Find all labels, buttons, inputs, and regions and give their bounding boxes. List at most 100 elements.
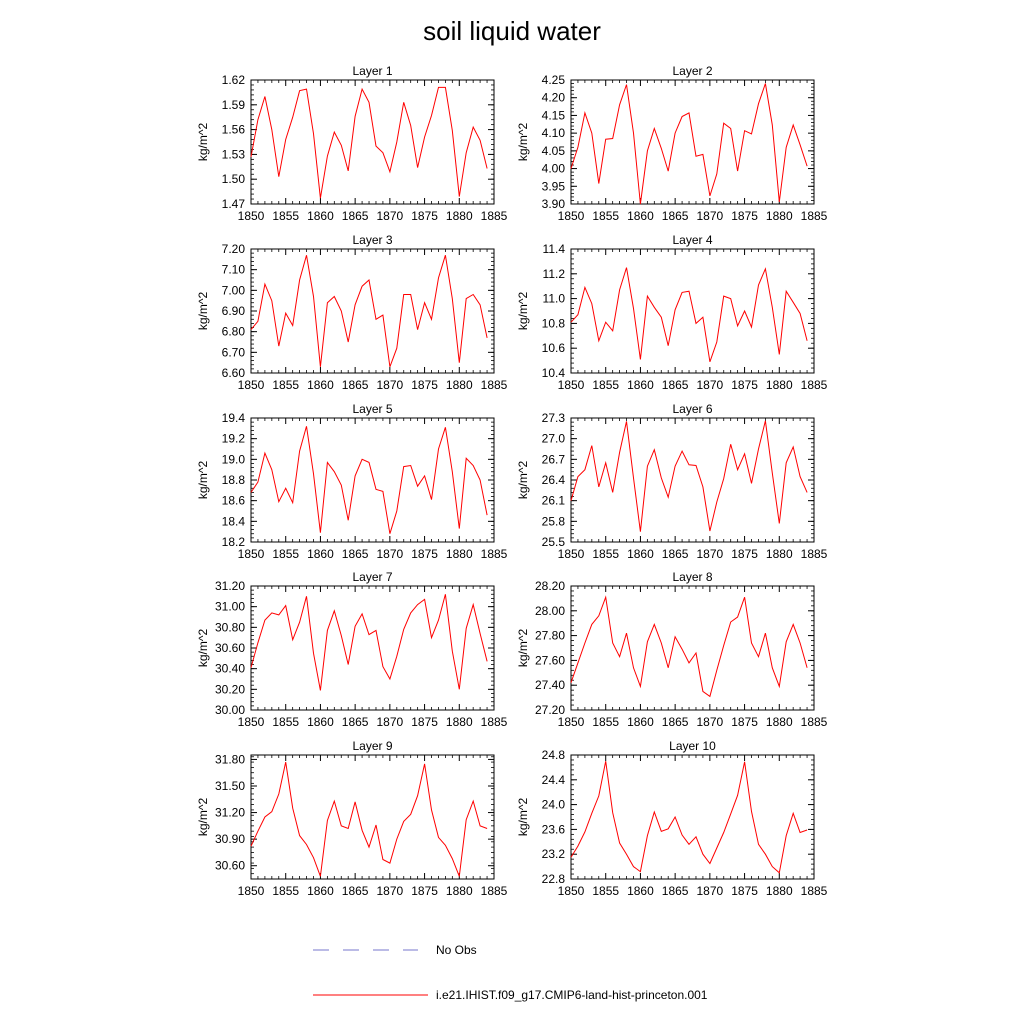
x-tick-label: 1875 bbox=[411, 547, 438, 561]
panel-5: Layer 5 1850 1855 1860 1865 1870 1875 1880 1885 1… bbox=[196, 402, 508, 561]
x-tick-label: 1880 bbox=[446, 884, 473, 898]
x-tick-label: 1885 bbox=[481, 884, 508, 898]
x-tick-label: 1875 bbox=[731, 715, 758, 729]
y-tick-label: 23.6 bbox=[542, 822, 566, 836]
y-tick-label: 31.20 bbox=[215, 579, 245, 593]
y-tick-label: 1.50 bbox=[222, 172, 246, 186]
x-tick-label: 1870 bbox=[377, 547, 404, 561]
y-tick-label: 18.6 bbox=[222, 494, 246, 508]
x-tick-label: 1880 bbox=[446, 209, 473, 223]
plot-frame bbox=[250, 417, 495, 543]
y-tick-label: 27.3 bbox=[542, 411, 566, 425]
y-tick-label: 27.80 bbox=[535, 629, 565, 643]
panel-title: Layer 7 bbox=[352, 570, 392, 584]
y-tick-label: 19.2 bbox=[222, 432, 246, 446]
x-tick-label: 1850 bbox=[238, 547, 265, 561]
x-tick-label: 1850 bbox=[238, 378, 265, 392]
panel-title: Layer 6 bbox=[672, 402, 712, 416]
y-axis-label: kg/m^2 bbox=[196, 123, 210, 162]
x-tick-label: 1855 bbox=[272, 547, 299, 561]
x-tick-label: 1880 bbox=[766, 378, 793, 392]
y-tick-label: 19.0 bbox=[222, 452, 246, 466]
x-tick-label: 1855 bbox=[272, 884, 299, 898]
series-line bbox=[570, 420, 808, 532]
x-tick-label: 1865 bbox=[342, 209, 369, 223]
x-tick-label: 1855 bbox=[592, 209, 619, 223]
y-axis-label: kg/m^2 bbox=[196, 798, 210, 837]
panel-4: Layer 4 1850 1855 1860 1865 1870 1875 1880 1885 1… bbox=[516, 233, 828, 392]
y-tick-label: 30.20 bbox=[215, 682, 245, 696]
y-tick-label: 23.2 bbox=[542, 847, 566, 861]
y-tick-label: 6.90 bbox=[222, 304, 246, 318]
x-tick-label: 1850 bbox=[238, 715, 265, 729]
panels: Layer 1 1850 1855 1860 1865 1870 1875 1880 1885 1… bbox=[196, 64, 828, 898]
series-line bbox=[570, 267, 808, 362]
panel-title: Layer 9 bbox=[352, 739, 392, 753]
y-tick-label: 28.20 bbox=[535, 579, 565, 593]
x-tick-label: 1870 bbox=[377, 378, 404, 392]
x-tick-label: 1885 bbox=[481, 378, 508, 392]
panel-7: Layer 7 1850 1855 1860 1865 1870 1875 1880 1885 3… bbox=[196, 570, 508, 729]
y-tick-label: 28.00 bbox=[535, 604, 565, 618]
x-tick-label: 1885 bbox=[801, 715, 828, 729]
y-tick-label: 25.8 bbox=[542, 514, 566, 528]
x-tick-label: 1860 bbox=[307, 884, 334, 898]
x-tick-label: 1875 bbox=[411, 884, 438, 898]
series-line bbox=[570, 761, 808, 874]
y-tick-label: 1.56 bbox=[222, 123, 246, 137]
x-tick-label: 1860 bbox=[307, 547, 334, 561]
panel-1: Layer 1 1850 1855 1860 1865 1870 1875 1880 1885 1… bbox=[196, 64, 508, 223]
y-tick-label: 7.20 bbox=[222, 242, 246, 256]
plot-frame bbox=[250, 754, 495, 880]
x-tick-label: 1860 bbox=[627, 547, 654, 561]
series-line bbox=[250, 86, 488, 199]
y-tick-label: 25.5 bbox=[542, 535, 566, 549]
panel-6: Layer 6 1850 1855 1860 1865 1870 1875 1880 1885 2… bbox=[516, 402, 828, 561]
panel-10: Layer 10 1850 1855 1860 1865 1870 1875 1880 1885… bbox=[516, 739, 828, 898]
x-tick-label: 1880 bbox=[446, 378, 473, 392]
y-tick-label: 6.60 bbox=[222, 366, 246, 380]
x-tick-label: 1855 bbox=[272, 715, 299, 729]
x-tick-label: 1870 bbox=[697, 715, 724, 729]
legend: No Obs i.e21.IHIST.f09_g17.CMIP6-land-hi… bbox=[313, 943, 708, 1002]
y-tick-label: 7.00 bbox=[222, 283, 246, 297]
series-line bbox=[570, 595, 808, 698]
y-tick-label: 27.0 bbox=[542, 432, 566, 446]
y-tick-label: 3.95 bbox=[542, 179, 566, 193]
y-axis-label: kg/m^2 bbox=[196, 461, 210, 500]
plot-frame bbox=[250, 79, 495, 205]
y-tick-label: 1.62 bbox=[222, 73, 246, 87]
x-tick-label: 1850 bbox=[558, 378, 585, 392]
x-tick-label: 1870 bbox=[697, 547, 724, 561]
x-tick-label: 1875 bbox=[731, 209, 758, 223]
y-tick-label: 27.40 bbox=[535, 678, 565, 692]
y-axis-label: kg/m^2 bbox=[516, 798, 530, 837]
y-axis-label: kg/m^2 bbox=[196, 629, 210, 668]
plot-frame bbox=[250, 585, 495, 711]
x-tick-label: 1855 bbox=[272, 378, 299, 392]
x-tick-label: 1875 bbox=[411, 209, 438, 223]
x-tick-label: 1880 bbox=[766, 547, 793, 561]
figure-title: soil liquid water bbox=[423, 16, 601, 46]
x-tick-label: 1850 bbox=[238, 884, 265, 898]
y-tick-label: 4.15 bbox=[542, 108, 566, 122]
y-tick-label: 24.8 bbox=[542, 748, 566, 762]
y-tick-label: 24.4 bbox=[542, 773, 566, 787]
y-tick-label: 24.0 bbox=[542, 798, 566, 812]
panel-title: Layer 3 bbox=[352, 233, 392, 247]
x-tick-label: 1855 bbox=[592, 715, 619, 729]
y-tick-label: 18.2 bbox=[222, 535, 246, 549]
y-tick-label: 18.8 bbox=[222, 473, 246, 487]
x-tick-label: 1875 bbox=[411, 715, 438, 729]
y-tick-label: 22.8 bbox=[542, 872, 566, 886]
x-tick-label: 1865 bbox=[342, 378, 369, 392]
panel-3: Layer 3 1850 1855 1860 1865 1870 1875 1880 1885 6… bbox=[196, 233, 508, 392]
panel-title: Layer 8 bbox=[672, 570, 712, 584]
y-tick-label: 27.20 bbox=[535, 703, 565, 717]
x-tick-label: 1885 bbox=[481, 547, 508, 561]
y-tick-label: 11.2 bbox=[543, 267, 566, 281]
series-line bbox=[250, 255, 488, 367]
x-tick-label: 1870 bbox=[697, 378, 724, 392]
y-tick-label: 11.4 bbox=[543, 242, 566, 256]
